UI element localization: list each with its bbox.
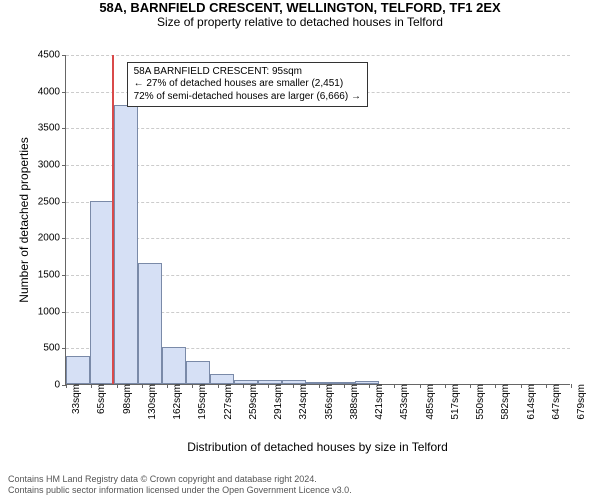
histogram-bar (66, 356, 90, 384)
xtick-mark (546, 384, 547, 388)
xtick-mark (394, 384, 395, 388)
ytick-label: 4000 (38, 86, 66, 97)
chart-area: 05001000150020002500300035004000450033sq… (65, 55, 570, 415)
xtick-mark (117, 384, 118, 388)
histogram-bar (162, 347, 186, 384)
chart-title: 58A, BARNFIELD CRESCENT, WELLINGTON, TEL… (0, 0, 600, 15)
xtick-label: 98sqm (120, 384, 133, 414)
xtick-mark (369, 384, 370, 388)
xtick-label: 259sqm (246, 384, 259, 420)
gridline (66, 202, 570, 203)
xtick-label: 582sqm (498, 384, 511, 420)
xtick-label: 227sqm (221, 384, 234, 420)
histogram-bar (114, 105, 138, 384)
xtick-mark (420, 384, 421, 388)
info-line: ← 27% of detached houses are smaller (2,… (134, 78, 361, 91)
xtick-mark (268, 384, 269, 388)
info-box: 58A BARNFIELD CRESCENT: 95sqm← 27% of de… (127, 62, 368, 108)
histogram-bar (138, 263, 162, 384)
xtick-label: 421sqm (372, 384, 385, 420)
footer-attribution: Contains HM Land Registry data © Crown c… (8, 474, 352, 496)
xtick-label: 550sqm (473, 384, 486, 420)
xtick-label: 485sqm (423, 384, 436, 420)
xtick-mark (142, 384, 143, 388)
xtick-mark (319, 384, 320, 388)
xtick-label: 324sqm (296, 384, 309, 420)
xtick-label: 33sqm (69, 384, 82, 414)
xtick-label: 647sqm (549, 384, 562, 420)
ytick-label: 0 (54, 380, 66, 391)
xtick-label: 162sqm (170, 384, 183, 420)
xtick-mark (167, 384, 168, 388)
xtick-mark (192, 384, 193, 388)
info-line: 58A BARNFIELD CRESCENT: 95sqm (134, 66, 361, 79)
histogram-bar (90, 201, 114, 384)
xtick-label: 453sqm (397, 384, 410, 420)
xtick-mark (293, 384, 294, 388)
xtick-label: 65sqm (94, 384, 107, 414)
xtick-mark (66, 384, 67, 388)
xtick-mark (344, 384, 345, 388)
property-marker-line (112, 55, 114, 384)
xtick-mark (445, 384, 446, 388)
xtick-mark (495, 384, 496, 388)
x-axis-label: Distribution of detached houses by size … (65, 440, 570, 454)
xtick-label: 291sqm (271, 384, 284, 420)
xtick-mark (571, 384, 572, 388)
y-axis-label: Number of detached properties (17, 55, 31, 385)
xtick-label: 356sqm (322, 384, 335, 420)
chart-subtitle: Size of property relative to detached ho… (0, 15, 600, 29)
xtick-label: 679sqm (574, 384, 587, 420)
xtick-label: 130sqm (145, 384, 158, 420)
xtick-label: 614sqm (524, 384, 537, 420)
xtick-label: 195sqm (195, 384, 208, 420)
xtick-mark (243, 384, 244, 388)
gridline (66, 128, 570, 129)
histogram-bar (186, 361, 210, 384)
ytick-label: 1500 (38, 270, 66, 281)
gridline (66, 238, 570, 239)
gridline (66, 165, 570, 166)
xtick-mark (218, 384, 219, 388)
xtick-label: 388sqm (347, 384, 360, 420)
footer-line: Contains HM Land Registry data © Crown c… (8, 474, 352, 485)
ytick-label: 4500 (38, 50, 66, 61)
ytick-label: 2500 (38, 196, 66, 207)
ytick-label: 2000 (38, 233, 66, 244)
footer-line: Contains public sector information licen… (8, 485, 352, 496)
ytick-label: 500 (43, 343, 66, 354)
ytick-label: 3500 (38, 123, 66, 134)
plot-area: 05001000150020002500300035004000450033sq… (65, 55, 570, 385)
gridline (66, 55, 570, 56)
xtick-mark (91, 384, 92, 388)
info-line: 72% of semi-detached houses are larger (… (134, 91, 361, 104)
xtick-mark (470, 384, 471, 388)
ytick-label: 3000 (38, 160, 66, 171)
xtick-mark (521, 384, 522, 388)
xtick-label: 517sqm (448, 384, 461, 420)
histogram-bar (210, 374, 234, 384)
ytick-label: 1000 (38, 306, 66, 317)
